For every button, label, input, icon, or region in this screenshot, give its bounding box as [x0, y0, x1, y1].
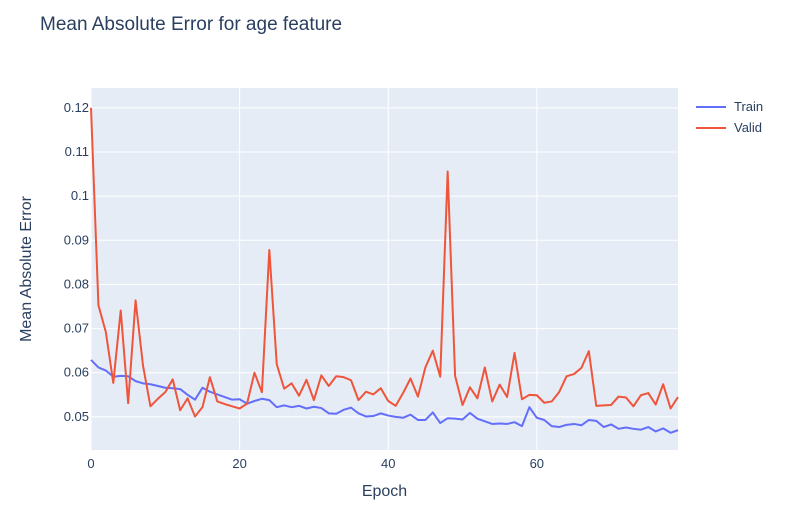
y-axis-ticks: 0.05 0.06 0.07 0.08 0.09 0.1 0.11 0.12: [64, 100, 89, 424]
x-axis-ticks: 0 20 40 60: [87, 456, 544, 471]
legend: Train Valid: [696, 99, 763, 135]
y-tick-label: 0.07: [64, 321, 89, 336]
series-line-train: [90, 359, 679, 434]
legend-label-train: Train: [734, 99, 763, 114]
x-axis-label: Epoch: [362, 483, 407, 500]
y-tick-label: 0.06: [64, 365, 89, 380]
series-line-valid: [90, 107, 679, 418]
y-tick-label: 0.1: [71, 188, 89, 203]
y-tick-label: 0.12: [64, 100, 89, 115]
y-tick-label: 0.08: [64, 276, 89, 291]
x-tick-label: 60: [530, 456, 544, 471]
chart-title: Mean Absolute Error for age feature: [40, 14, 343, 35]
x-tick-label: 0: [87, 456, 94, 471]
series-lines: [90, 107, 679, 434]
legend-label-valid: Valid: [734, 120, 762, 135]
plot-area: [91, 88, 678, 450]
x-tick-label: 20: [232, 456, 246, 471]
y-tick-label: 0.05: [64, 409, 89, 424]
y-tick-label: 0.11: [65, 144, 89, 159]
y-tick-label: 0.09: [64, 232, 89, 247]
grid-lines: [90, 88, 678, 450]
x-tick-label: 40: [381, 456, 395, 471]
y-axis-label: Mean Absolute Error: [18, 195, 35, 342]
